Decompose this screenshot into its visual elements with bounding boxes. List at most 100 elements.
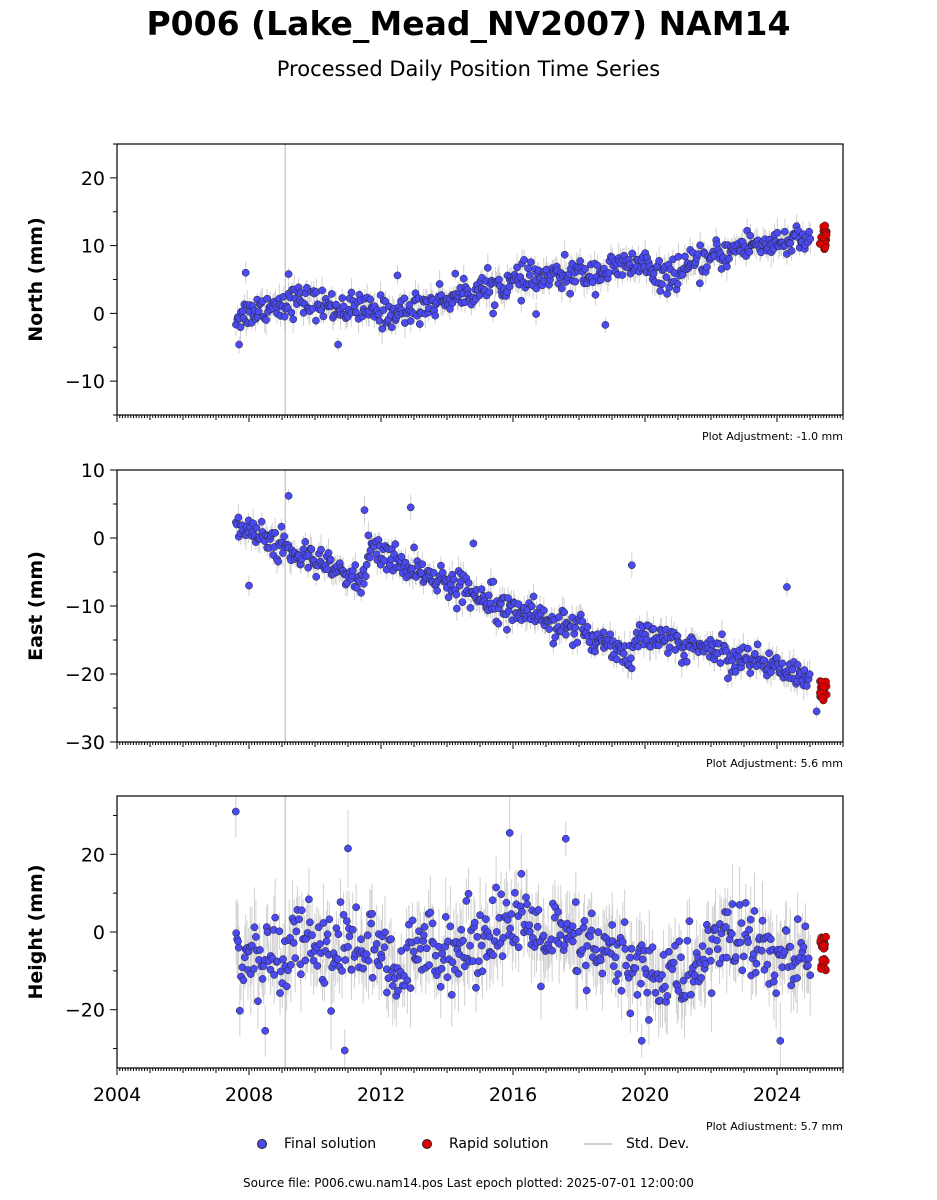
final-point [235,340,243,349]
rapid-point [815,239,824,248]
final-point [649,269,658,278]
final-point [533,922,542,931]
final-point [513,263,521,272]
final-point [648,943,657,952]
y-ticks [110,814,117,1050]
final-point [381,928,389,937]
final-point [393,271,402,280]
final-point [341,956,350,964]
final-point [744,938,752,947]
final-point [620,918,629,926]
final-point [231,807,240,816]
final-point [643,988,652,997]
final-point [788,665,797,674]
final-point [804,954,813,963]
final-point [292,927,301,936]
final-solution-points [231,807,815,1055]
final-point [763,960,772,969]
final-point [408,916,417,925]
final-point [248,941,256,950]
final-point [591,290,600,299]
final-point [447,990,456,999]
final-point [305,895,313,904]
legend-final-label: Final solution [284,1136,377,1152]
final-point [474,957,483,966]
final-point [786,942,795,951]
final-point [318,286,327,295]
final-point [352,308,360,317]
final-point [628,249,637,258]
final-point [579,923,588,932]
final-point [757,946,766,955]
final-point [317,545,325,554]
final-point [484,591,493,600]
y-tick-label: 0 [93,528,105,550]
x-tick-label: 2008 [225,1084,273,1106]
final-point [560,250,569,259]
final-point [375,317,384,325]
final-point [406,317,415,325]
final-point [751,650,759,658]
final-point [319,312,328,321]
final-point [753,640,762,649]
final-point [284,270,293,278]
final-point [677,953,685,962]
final-point [571,623,580,632]
final-point [696,241,705,250]
final-point [772,654,781,662]
final-point [752,959,761,968]
legend-stddev-label: Std. Dev. [626,1136,690,1152]
final-point [326,555,335,564]
final-point [658,971,666,979]
rapid-point [818,955,827,964]
final-point [731,667,740,676]
final-point [606,630,615,639]
final-point [334,340,342,349]
rapid-point [822,230,831,239]
final-point [695,279,704,288]
final-point [481,915,490,924]
final-point [711,924,720,933]
final-point [561,630,570,639]
final-point [614,970,622,978]
final-point [576,610,585,619]
y-tick-label: −10 [65,371,105,393]
final-point [503,625,511,634]
final-point [746,669,755,677]
final-point [492,928,501,936]
final-point [334,955,342,963]
final-point [459,936,467,945]
final-point [312,572,321,581]
final-point [728,900,737,908]
final-point [707,989,716,998]
final-point [665,947,673,956]
final-point [394,986,402,995]
panel-1: −10 0 10 20 North (mm) Plot Adjustment: -1.0 … [25,143,844,443]
final-point [804,961,812,970]
final-point [627,664,636,673]
y-axis-label: Height (mm) [25,864,47,999]
final-point [452,590,461,599]
final-point [534,906,543,914]
final-point [669,958,678,967]
final-point [324,549,333,557]
final-point [397,552,406,561]
final-point [801,922,810,931]
final-point [435,280,444,288]
final-point [728,656,737,665]
y-tick-label: 10 [81,236,105,258]
final-point [476,911,484,919]
final-point [551,633,560,642]
final-point [527,258,535,266]
final-point [473,933,482,941]
rapid-point [821,932,830,942]
final-point [327,1007,335,1015]
final-point [249,965,258,973]
final-point [618,271,627,279]
final-point [727,930,736,938]
final-point [307,545,316,553]
final-point [522,893,530,902]
final-point [437,561,445,570]
final-point [334,930,343,939]
final-point [612,977,620,985]
